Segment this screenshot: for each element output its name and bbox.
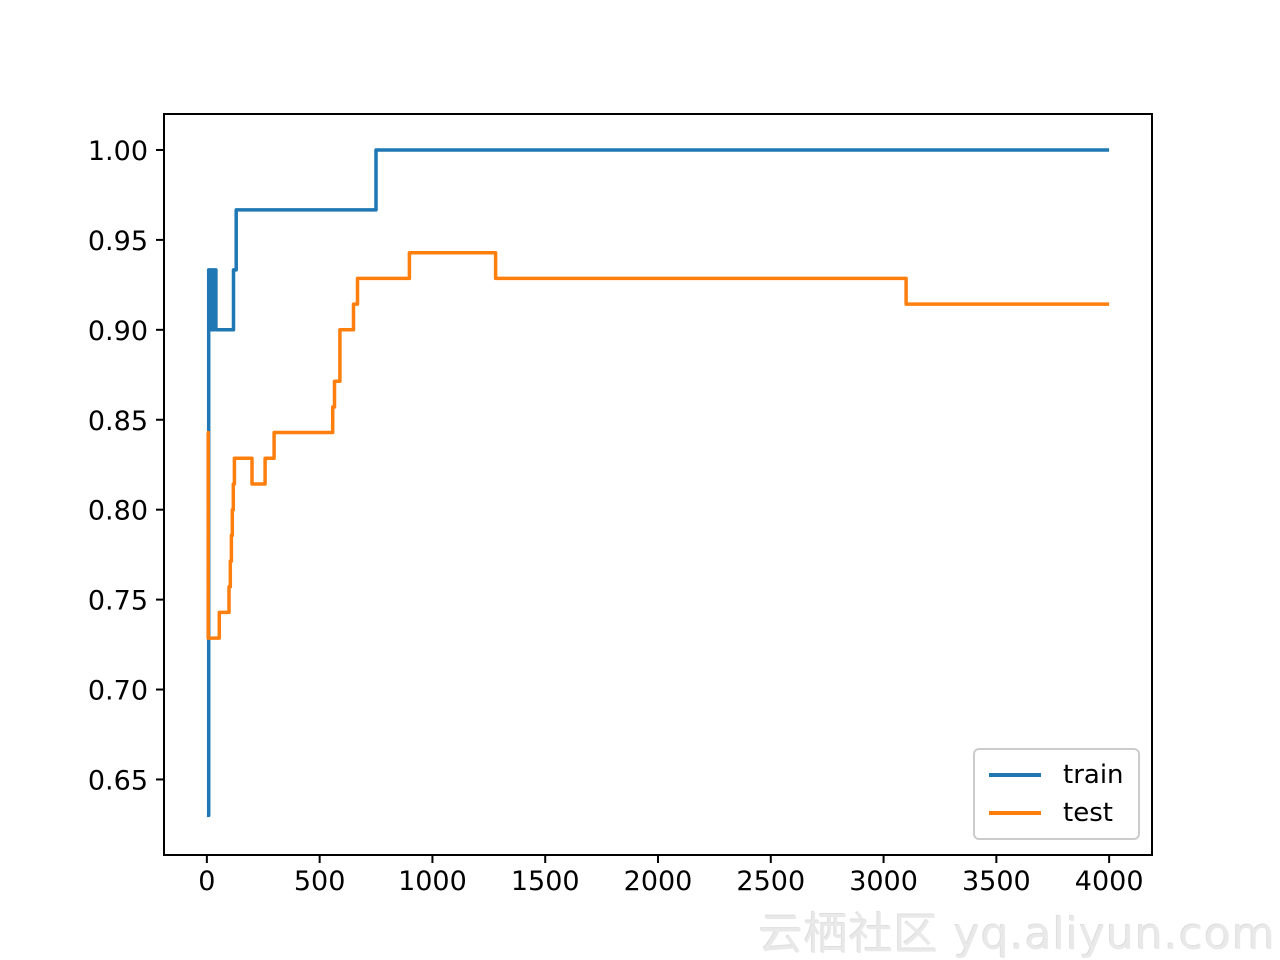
axes-spines bbox=[163, 113, 1153, 856]
x-tick-label: 3500 bbox=[962, 866, 1031, 897]
x-tick-label: 500 bbox=[294, 866, 346, 897]
x-tick-label: 1000 bbox=[398, 866, 467, 897]
x-tick-label: 1500 bbox=[511, 866, 580, 897]
x-tick-label: 4000 bbox=[1075, 866, 1144, 897]
y-tick-label: 0.85 bbox=[88, 406, 148, 437]
legend: train test bbox=[973, 748, 1140, 840]
x-tick-label: 3000 bbox=[849, 866, 918, 897]
y-tick-label: 0.65 bbox=[88, 765, 148, 796]
legend-item-train: train bbox=[975, 758, 1138, 792]
train-line bbox=[206, 148, 1110, 818]
train-line-swatch bbox=[989, 773, 1041, 777]
legend-label-test: test bbox=[1063, 798, 1113, 828]
y-tick-label: 0.70 bbox=[88, 676, 148, 707]
y-tick-label: 0.90 bbox=[88, 316, 148, 347]
y-tick-label: 1.00 bbox=[88, 136, 148, 167]
x-tick-label: 2500 bbox=[736, 866, 805, 897]
y-tick-label: 0.80 bbox=[88, 496, 148, 527]
y-tick-label: 0.95 bbox=[88, 226, 148, 257]
legend-item-test: test bbox=[975, 796, 1138, 830]
watermark-text: 云栖社区 yq.aliyun.com bbox=[758, 909, 1276, 960]
legend-label-train: train bbox=[1063, 760, 1124, 790]
y-tick-label: 0.75 bbox=[88, 586, 148, 617]
test-line-swatch bbox=[989, 811, 1041, 815]
x-tick-label: 2000 bbox=[624, 866, 693, 897]
x-tick-label: 0 bbox=[198, 866, 215, 897]
test-line bbox=[206, 250, 1110, 640]
